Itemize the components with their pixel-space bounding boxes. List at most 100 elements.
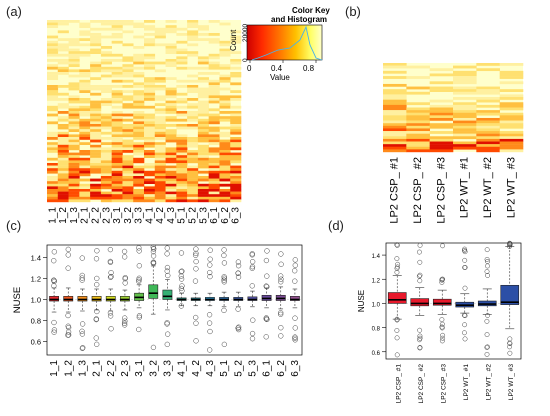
heatmap-cell [165, 116, 177, 119]
heatmap-cell [68, 144, 80, 148]
heatmap-cell [57, 134, 69, 138]
heatmap-cell [383, 146, 407, 150]
outlier-point [264, 284, 270, 290]
heatmap-cell [219, 116, 231, 119]
heatmap-cell [133, 111, 145, 114]
heatmap-cell [68, 137, 80, 140]
outlier-point [416, 249, 422, 255]
heatmap-cell [79, 72, 91, 75]
heatmap-cell [165, 103, 177, 106]
heatmap-cell [476, 91, 500, 95]
heatmap-cell [165, 118, 177, 122]
heatmap-cell [144, 25, 156, 28]
heatmap-cell [68, 124, 80, 127]
heatmap-cell [176, 178, 188, 182]
heatmap-cell [90, 108, 102, 112]
heatmap-cell [219, 131, 231, 135]
x-tick-label: 3_1 [134, 360, 145, 377]
heatmap-cell [165, 137, 177, 140]
heatmap-cell [499, 144, 524, 147]
outlier-point [94, 341, 100, 347]
heatmap-cell [111, 111, 123, 114]
outlier-point [462, 265, 468, 270]
heatmap-cell [219, 43, 231, 47]
heatmap-cell [197, 189, 209, 192]
heatmap-cell [144, 98, 156, 101]
heatmap-cell [57, 181, 69, 184]
heatmap-cell [133, 22, 145, 26]
outlier-point [417, 272, 423, 278]
heatmap-cell [122, 155, 134, 158]
heatmap-cell [100, 168, 112, 171]
heatmap-cell [144, 95, 156, 99]
outlier-point [221, 252, 227, 259]
outlier-point [462, 313, 468, 319]
heatmap-cell [122, 105, 134, 109]
heatmap-cell [57, 157, 69, 161]
heatmap-column-label: 2_3 [101, 207, 112, 224]
heatmap-cell [208, 56, 220, 60]
color-key-title-line2: and Histogram [271, 15, 327, 24]
outlier-point [193, 252, 199, 258]
heatmap-cell [383, 94, 407, 98]
heatmap-cell [111, 186, 123, 190]
heatmap-cell [68, 108, 80, 112]
outlier-point [235, 324, 242, 330]
heatmap-cell [176, 150, 188, 153]
heatmap-cell [165, 43, 177, 47]
heatmap-cell [111, 124, 123, 127]
outlier-point [122, 315, 128, 321]
heatmap-cell [122, 178, 134, 182]
outlier-point [439, 321, 445, 327]
heatmap-cell [111, 95, 123, 99]
heatmap-cell [57, 59, 69, 62]
heatmap-cell [47, 105, 59, 109]
outlier-point [207, 328, 213, 335]
outlier-point [394, 335, 400, 341]
heatmap-cell [122, 160, 134, 164]
heatmap-cell [47, 144, 59, 148]
heatmap-cell [208, 150, 220, 153]
heatmap-cell [57, 48, 69, 52]
heatmap-cell [68, 129, 80, 132]
heatmap-cell [383, 136, 407, 140]
outlier-point [462, 336, 468, 342]
heatmap-cell [165, 194, 177, 197]
heatmap-cell [154, 111, 166, 114]
heatmap-column-label: 2_2 [91, 207, 102, 224]
heatmap-cell [133, 74, 145, 78]
heatmap-column-label: 3_1 [112, 207, 123, 224]
heatmap-cell [47, 178, 59, 182]
heatmap-cell [122, 69, 134, 73]
outlier-point [507, 344, 513, 350]
heatmap-cell [187, 178, 199, 182]
heatmap-cell [100, 181, 112, 184]
outlier-point [394, 269, 400, 275]
heatmap-cell [111, 90, 123, 93]
heatmap-cell [79, 134, 91, 138]
outlier-point [94, 248, 100, 254]
heatmap-cell [197, 118, 209, 122]
heatmap-cell [122, 113, 134, 117]
heatmap-column-label: LP2 WT_ #3 [505, 157, 517, 218]
heatmap-cell [429, 73, 454, 77]
color-key-value-label: Value [270, 73, 290, 82]
heatmap-cell [154, 186, 166, 190]
outlier-point [485, 263, 490, 269]
heatmap-cell [144, 33, 156, 36]
heatmap-cell [144, 126, 156, 130]
heatmap-cell [176, 163, 188, 166]
heatmap-cell [57, 92, 69, 96]
heatmap-cell [165, 111, 177, 114]
heatmap-cell [383, 120, 407, 124]
heatmap-cell [100, 194, 112, 197]
outlier-point [395, 261, 401, 267]
heatmap-cell [47, 189, 59, 192]
heatmap-cell [230, 155, 242, 158]
heatmap-cell [165, 155, 177, 158]
heatmap-cell [165, 51, 177, 54]
heatmap-cell [187, 186, 199, 190]
heatmap-cell [219, 147, 231, 151]
x-tick-label: 6_3 [290, 360, 301, 377]
heatmap-cell [230, 35, 242, 39]
